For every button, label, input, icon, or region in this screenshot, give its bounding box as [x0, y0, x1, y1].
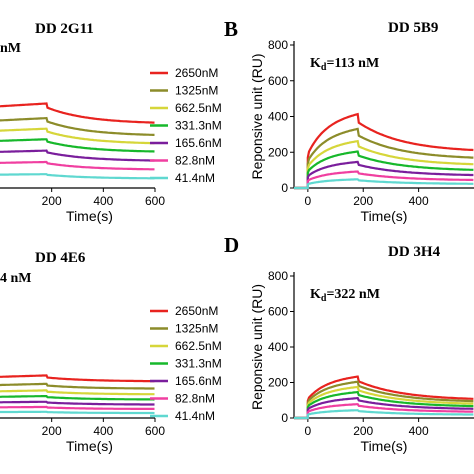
panel-d-y-tick-label-600: 600: [268, 305, 288, 319]
panel-c-x-axis-label: Time(s): [66, 438, 113, 454]
panel-d-x-axis-label: Time(s): [361, 438, 408, 454]
panel-d-x-tick-label-400: 400: [409, 424, 429, 438]
panel-d-kd-label: Kd=322 nM: [310, 287, 380, 304]
panel-b-kd-label: Kd=113 nM: [310, 56, 379, 73]
panel-b-x-tick-label-0: 0: [305, 194, 312, 208]
panel-b-series-41-4nm: [294, 178, 474, 190]
panel-c-legend-label-41-4nm: 41.4nM: [175, 409, 215, 423]
panel-b-series-2650nm: [294, 112, 474, 190]
panel-a-series-662-5nm: [0, 127, 155, 145]
panel-d-series-82-8nm: [294, 403, 474, 420]
panel-d-series-1325nm: [294, 380, 474, 420]
panel-a-series-41-4nm: [0, 173, 155, 180]
panel-c-x-tick-label-600: 600: [145, 424, 165, 438]
panel-c-legend-label-82-8nm: 82.8nM: [175, 392, 215, 406]
panel-c-x-tick-label-400: 400: [93, 424, 113, 438]
panel-a-series-2650nm: [0, 102, 155, 124]
panel-a-legend-label-2650nm: 2650nM: [175, 66, 218, 80]
panel-a-legend-label-331-3nm: 331.3nM: [175, 119, 222, 133]
panel-c-series-331-3nm: [0, 395, 155, 401]
panel-c-series-2650nm: [0, 374, 155, 383]
panel-b-x-tick-label-200: 200: [353, 194, 373, 208]
panel-a-series-82-8nm: [0, 160, 155, 171]
panel-c-x-tick-label-200: 200: [42, 424, 62, 438]
panel-b-series-165-6nm: [294, 160, 474, 190]
panel-a-title: DD 2G11: [35, 21, 94, 37]
panel-a-x-tick-label-200: 200: [42, 194, 62, 208]
panel-b-letter: B: [224, 17, 238, 41]
panel-b-series-331-3nm: [294, 150, 474, 190]
panel-d-x-tick-label-0: 0: [305, 424, 312, 438]
panel-b-y-tick-label-600: 600: [268, 74, 288, 88]
panel-c-legend-label-1325nm: 1325nM: [175, 322, 218, 336]
panel-d-title: DD 3H4: [388, 244, 441, 260]
panel-c-kd-label: 4 nM: [0, 271, 32, 286]
panel-c-series-662-5nm: [0, 389, 155, 396]
panel-c-title: DD 4E6: [35, 250, 86, 266]
panel-d-series-662-5nm: [294, 385, 474, 420]
panel-a-dd-2g11: DD 2G11 nM 200 400 600 Time(s) 2650nM 1325nM 6…: [0, 21, 222, 224]
panel-d-y-tick-label-400: 400: [268, 340, 288, 354]
panel-d-y-tick-label-800: 800: [268, 269, 288, 283]
panel-b-dd-5b9: B DD 5B9 0 200 400Time(s)0200400600800Repo…: [224, 17, 474, 224]
panel-d-y-axis-label: Reponsive unit (RU): [249, 284, 265, 410]
panel-c-legend-label-2650nm: 2650nM: [175, 304, 218, 318]
panel-a-series-1325nm: [0, 116, 155, 136]
panel-a-x-tick-label-400: 400: [93, 194, 113, 208]
panel-b-series-82-8nm: [294, 170, 474, 190]
panel-c-legend-label-165-6nm: 165.6nM: [175, 374, 222, 388]
panel-d-y-tick-label-0: 0: [281, 411, 288, 425]
panel-b-y-tick-label-400: 400: [268, 110, 288, 124]
panel-d-y-tick-label-200: 200: [268, 376, 288, 390]
panel-d-series-41-4nm: [294, 409, 474, 420]
panel-c-legend-label-662-5nm: 662.5nM: [175, 339, 222, 353]
panel-d-series-165-6nm: [294, 396, 474, 420]
panel-b-series-1325nm: [294, 127, 474, 190]
panel-d-letter: D: [224, 233, 239, 257]
panel-b-series-662-5nm: [294, 139, 474, 190]
panel-a-legend-label-41-4nm: 41.4nM: [175, 171, 215, 185]
panel-b-y-tick-label-800: 800: [268, 38, 288, 52]
panel-a-kd-label: nM: [0, 41, 21, 56]
panel-c-legend-label-331-3nm: 331.3nM: [175, 357, 222, 371]
panel-d-dd-3h4: D DD 3H4 0 200 400Time(s)0200400600800Repo…: [224, 233, 474, 454]
panel-a-series-165-6nm: [0, 149, 155, 162]
panel-a-legend-label-82-8nm: 82.8nM: [175, 154, 215, 168]
panel-a-legend-label-1325nm: 1325nM: [175, 84, 218, 98]
panel-c-series-1325nm: [0, 382, 155, 390]
panel-d-series-331-3nm: [294, 390, 474, 420]
panel-b-x-axis-label: Time(s): [361, 208, 408, 224]
panel-a-series-331-3nm: [0, 138, 155, 153]
panel-b-y-tick-label-200: 200: [268, 145, 288, 159]
panel-a-x-tick-label-600: 600: [145, 194, 165, 208]
panel-b-y-axis-label: Reponsive unit (RU): [249, 53, 265, 179]
panel-a-legend-label-662-5nm: 662.5nM: [175, 101, 222, 115]
panel-c-series-41-4nm: [0, 410, 155, 415]
panel-d-x-tick-label-200: 200: [353, 424, 373, 438]
panel-a-x-axis-label: Time(s): [66, 208, 113, 224]
panel-c-series-82-8nm: [0, 405, 155, 410]
panel-c-dd-4e6: DD 4E6 4 nM 200 400 600 Time(s) 2650nM 1325nM…: [0, 250, 222, 454]
panel-b-y-tick-label-0: 0: [281, 181, 288, 195]
panel-d-series-2650nm: [294, 375, 474, 420]
panel-c-series-165-6nm: [0, 400, 155, 406]
panel-a-legend-label-165-6nm: 165.6nM: [175, 136, 222, 150]
panel-b-title: DD 5B9: [388, 20, 438, 36]
panel-b-x-tick-label-400: 400: [409, 194, 429, 208]
